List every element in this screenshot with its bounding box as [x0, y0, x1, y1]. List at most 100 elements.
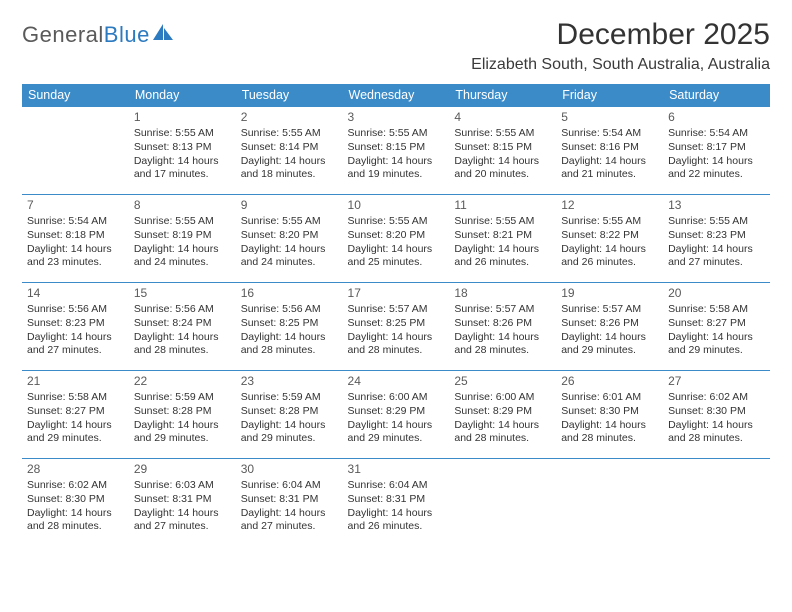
day-number: 11 — [454, 198, 551, 214]
day-number: 16 — [241, 286, 338, 302]
calendar-day-cell: 13Sunrise: 5:55 AMSunset: 8:23 PMDayligh… — [663, 195, 770, 283]
calendar-day-cell — [663, 459, 770, 547]
day-number: 17 — [348, 286, 445, 302]
calendar-day-cell: 26Sunrise: 6:01 AMSunset: 8:30 PMDayligh… — [556, 371, 663, 459]
month-title: December 2025 — [471, 18, 770, 52]
calendar-day-cell: 12Sunrise: 5:55 AMSunset: 8:22 PMDayligh… — [556, 195, 663, 283]
day-number: 29 — [134, 462, 231, 478]
calendar-day-cell: 24Sunrise: 6:00 AMSunset: 8:29 PMDayligh… — [343, 371, 450, 459]
weekday-header-cell: Sunday — [22, 84, 129, 107]
day-number: 24 — [348, 374, 445, 390]
calendar-weekday-header: SundayMondayTuesdayWednesdayThursdayFrid… — [22, 84, 770, 107]
calendar-day-cell: 4Sunrise: 5:55 AMSunset: 8:15 PMDaylight… — [449, 107, 556, 195]
sunset-line: Sunset: 8:27 PM — [27, 405, 124, 419]
daylight-line: Daylight: 14 hours and 29 minutes. — [668, 331, 765, 359]
sunset-line: Sunset: 8:30 PM — [561, 405, 658, 419]
day-number: 31 — [348, 462, 445, 478]
sunset-line: Sunset: 8:26 PM — [454, 317, 551, 331]
calendar-day-cell: 23Sunrise: 5:59 AMSunset: 8:28 PMDayligh… — [236, 371, 343, 459]
sunrise-line: Sunrise: 5:58 AM — [27, 391, 124, 405]
weekday-header-cell: Tuesday — [236, 84, 343, 107]
day-number: 2 — [241, 110, 338, 126]
calendar-day-cell: 19Sunrise: 5:57 AMSunset: 8:26 PMDayligh… — [556, 283, 663, 371]
day-number: 14 — [27, 286, 124, 302]
calendar-day-cell: 27Sunrise: 6:02 AMSunset: 8:30 PMDayligh… — [663, 371, 770, 459]
sunset-line: Sunset: 8:15 PM — [454, 141, 551, 155]
weekday-header-cell: Thursday — [449, 84, 556, 107]
sunset-line: Sunset: 8:23 PM — [27, 317, 124, 331]
daylight-line: Daylight: 14 hours and 23 minutes. — [27, 243, 124, 271]
calendar-day-cell: 1Sunrise: 5:55 AMSunset: 8:13 PMDaylight… — [129, 107, 236, 195]
sunrise-line: Sunrise: 5:55 AM — [561, 215, 658, 229]
weekday-header-cell: Friday — [556, 84, 663, 107]
sunset-line: Sunset: 8:22 PM — [561, 229, 658, 243]
sunset-line: Sunset: 8:14 PM — [241, 141, 338, 155]
day-number: 30 — [241, 462, 338, 478]
sunrise-line: Sunrise: 6:03 AM — [134, 479, 231, 493]
sunset-line: Sunset: 8:21 PM — [454, 229, 551, 243]
calendar-day-cell: 25Sunrise: 6:00 AMSunset: 8:29 PMDayligh… — [449, 371, 556, 459]
day-number: 22 — [134, 374, 231, 390]
sunrise-line: Sunrise: 5:56 AM — [27, 303, 124, 317]
calendar-body: 1Sunrise: 5:55 AMSunset: 8:13 PMDaylight… — [22, 107, 770, 547]
sunrise-line: Sunrise: 5:54 AM — [561, 127, 658, 141]
sunset-line: Sunset: 8:25 PM — [348, 317, 445, 331]
day-number: 25 — [454, 374, 551, 390]
day-number: 12 — [561, 198, 658, 214]
sunset-line: Sunset: 8:26 PM — [561, 317, 658, 331]
sunrise-line: Sunrise: 5:55 AM — [134, 127, 231, 141]
logo-text-blue: Blue — [104, 22, 150, 48]
sunset-line: Sunset: 8:24 PM — [134, 317, 231, 331]
daylight-line: Daylight: 14 hours and 26 minutes. — [348, 507, 445, 535]
day-number: 28 — [27, 462, 124, 478]
sunrise-line: Sunrise: 5:56 AM — [241, 303, 338, 317]
location-subtitle: Elizabeth South, South Australia, Austra… — [471, 56, 770, 74]
daylight-line: Daylight: 14 hours and 29 minutes. — [561, 331, 658, 359]
weekday-header-cell: Monday — [129, 84, 236, 107]
daylight-line: Daylight: 14 hours and 22 minutes. — [668, 155, 765, 183]
calendar-day-cell: 20Sunrise: 5:58 AMSunset: 8:27 PMDayligh… — [663, 283, 770, 371]
calendar-day-cell: 11Sunrise: 5:55 AMSunset: 8:21 PMDayligh… — [449, 195, 556, 283]
sunrise-line: Sunrise: 6:04 AM — [241, 479, 338, 493]
sunset-line: Sunset: 8:29 PM — [348, 405, 445, 419]
sunrise-line: Sunrise: 5:55 AM — [348, 215, 445, 229]
calendar-day-cell — [556, 459, 663, 547]
sunrise-line: Sunrise: 6:00 AM — [454, 391, 551, 405]
sunset-line: Sunset: 8:27 PM — [668, 317, 765, 331]
day-number: 26 — [561, 374, 658, 390]
sunrise-line: Sunrise: 5:55 AM — [348, 127, 445, 141]
sunset-line: Sunset: 8:31 PM — [348, 493, 445, 507]
daylight-line: Daylight: 14 hours and 21 minutes. — [561, 155, 658, 183]
sunrise-line: Sunrise: 5:59 AM — [241, 391, 338, 405]
calendar-week-row: 7Sunrise: 5:54 AMSunset: 8:18 PMDaylight… — [22, 195, 770, 283]
sunset-line: Sunset: 8:31 PM — [241, 493, 338, 507]
sunset-line: Sunset: 8:16 PM — [561, 141, 658, 155]
day-number: 13 — [668, 198, 765, 214]
daylight-line: Daylight: 14 hours and 27 minutes. — [27, 331, 124, 359]
sunset-line: Sunset: 8:28 PM — [134, 405, 231, 419]
daylight-line: Daylight: 14 hours and 29 minutes. — [241, 419, 338, 447]
daylight-line: Daylight: 14 hours and 27 minutes. — [241, 507, 338, 535]
logo-sail-icon — [153, 22, 175, 48]
sunrise-line: Sunrise: 5:55 AM — [241, 215, 338, 229]
day-number: 20 — [668, 286, 765, 302]
daylight-line: Daylight: 14 hours and 17 minutes. — [134, 155, 231, 183]
day-number: 4 — [454, 110, 551, 126]
sunset-line: Sunset: 8:18 PM — [27, 229, 124, 243]
daylight-line: Daylight: 14 hours and 24 minutes. — [134, 243, 231, 271]
daylight-line: Daylight: 14 hours and 18 minutes. — [241, 155, 338, 183]
daylight-line: Daylight: 14 hours and 26 minutes. — [454, 243, 551, 271]
daylight-line: Daylight: 14 hours and 28 minutes. — [454, 419, 551, 447]
calendar-day-cell: 9Sunrise: 5:55 AMSunset: 8:20 PMDaylight… — [236, 195, 343, 283]
sunrise-line: Sunrise: 5:58 AM — [668, 303, 765, 317]
daylight-line: Daylight: 14 hours and 28 minutes. — [668, 419, 765, 447]
sunrise-line: Sunrise: 6:02 AM — [668, 391, 765, 405]
sunrise-line: Sunrise: 5:54 AM — [668, 127, 765, 141]
daylight-line: Daylight: 14 hours and 29 minutes. — [134, 419, 231, 447]
day-number: 23 — [241, 374, 338, 390]
sunrise-line: Sunrise: 6:02 AM — [27, 479, 124, 493]
sunset-line: Sunset: 8:30 PM — [27, 493, 124, 507]
calendar-day-cell — [22, 107, 129, 195]
calendar-day-cell: 17Sunrise: 5:57 AMSunset: 8:25 PMDayligh… — [343, 283, 450, 371]
sunset-line: Sunset: 8:23 PM — [668, 229, 765, 243]
